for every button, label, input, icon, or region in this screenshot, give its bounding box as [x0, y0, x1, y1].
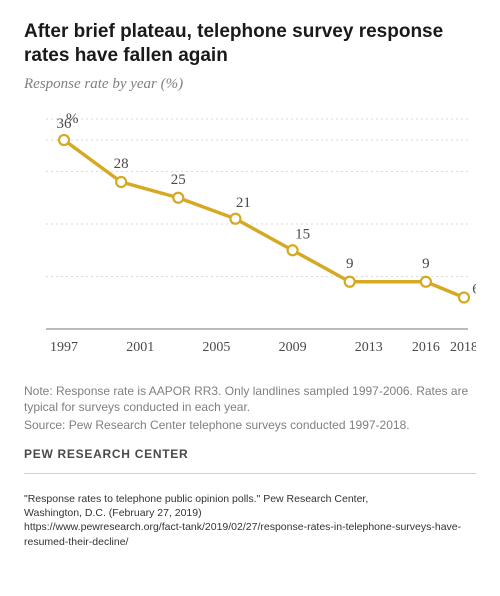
- svg-text:2009: 2009: [279, 340, 307, 355]
- chart-area: %199720012005200920132016201836282521159…: [24, 99, 476, 369]
- svg-text:2001: 2001: [126, 340, 154, 355]
- svg-text:36: 36: [57, 116, 73, 132]
- svg-text:15: 15: [295, 226, 310, 242]
- svg-text:2005: 2005: [202, 340, 230, 355]
- citation-url: https://www.pewresearch.org/fact-tank/20…: [24, 520, 476, 548]
- chart-card: After brief plateau, telephone survey re…: [0, 0, 500, 484]
- svg-text:6: 6: [472, 281, 476, 297]
- chart-title: After brief plateau, telephone survey re…: [24, 20, 476, 68]
- svg-text:1997: 1997: [50, 340, 78, 355]
- svg-text:2016: 2016: [412, 340, 440, 355]
- brand-label: PEW RESEARCH CENTER: [24, 447, 476, 474]
- svg-text:21: 21: [236, 194, 251, 210]
- chart-subtitle: Response rate by year (%): [24, 76, 476, 93]
- citation-line: "Response rates to telephone public opin…: [24, 492, 476, 506]
- svg-text:9: 9: [422, 255, 430, 271]
- citation-line: Washington, D.C. (February 27, 2019): [24, 506, 476, 520]
- svg-text:25: 25: [171, 171, 186, 187]
- svg-text:9: 9: [346, 255, 354, 271]
- chart-note: Note: Response rate is AAPOR RR3. Only l…: [24, 383, 476, 415]
- line-chart: %199720012005200920132016201836282521159…: [24, 99, 476, 369]
- svg-text:2018: 2018: [450, 340, 476, 355]
- svg-text:2013: 2013: [355, 340, 383, 355]
- svg-text:28: 28: [114, 156, 129, 172]
- chart-source: Source: Pew Research Center telephone su…: [24, 417, 476, 433]
- citation-block: "Response rates to telephone public opin…: [0, 484, 500, 549]
